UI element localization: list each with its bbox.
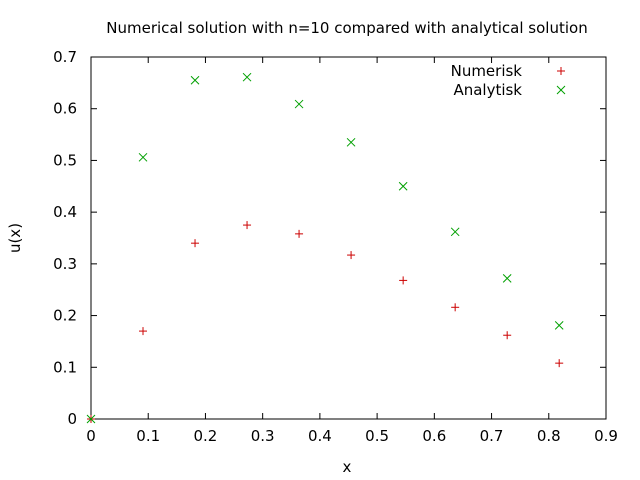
x-tick-label: 0.6 [422,427,446,445]
point-analytisk [502,273,512,283]
x-tick-label: 0.7 [480,427,504,445]
x-tick-label: 0.4 [308,427,332,445]
x-axis-label: x [343,458,352,476]
x-tick-label: 0 [86,427,96,445]
point-analytisk [138,152,148,162]
point-numerisk [555,359,564,368]
y-tick-label: 0.5 [53,151,77,169]
legend-marker [557,67,565,75]
point-numerisk [191,239,200,248]
point-analytisk [242,72,252,82]
data-points [86,72,564,424]
y-tick-label: 0.7 [53,48,77,66]
point-numerisk [139,327,148,336]
x-tick-label: 0.8 [537,427,561,445]
chart-title: Numerical solution with n=10 compared wi… [106,19,587,37]
y-axis: 0 0.1 0.2 0.3 0.4 0.5 0.6 0.7 [53,48,606,428]
point-numerisk [399,276,408,285]
y-tick-label: 0.6 [53,100,77,118]
y-tick-label: 0.2 [53,307,77,325]
x-tick-label: 0.2 [194,427,218,445]
point-analytisk [554,321,564,330]
x-tick-label: 0.1 [136,427,160,445]
point-analytisk [398,181,408,191]
point-numerisk [347,251,356,260]
x-tick-label: 0.3 [251,427,275,445]
plot-frame [90,56,607,420]
y-tick-label: 0 [67,410,77,428]
point-analytisk [86,414,96,424]
legend-marker [556,85,566,95]
legend-label: Analytisk [453,81,522,99]
y-axis-label: u(x) [6,223,24,253]
legend-label: Numerisk [451,62,523,80]
x-tick-label: 0.5 [365,427,389,445]
y-tick-label: 0.1 [53,358,77,376]
point-numerisk [503,331,512,340]
x-tick-label: 0.9 [594,427,618,445]
point-numerisk [243,221,252,230]
point-analytisk [346,137,356,147]
y-tick-label: 0.4 [53,203,77,221]
point-numerisk [451,303,460,312]
point-analytisk [294,99,304,109]
point-analytisk [190,75,200,85]
point-analytisk [450,227,460,237]
y-tick-label: 0.3 [53,255,77,273]
point-numerisk [295,229,304,238]
x-axis: 0 0.1 0.2 0.3 0.4 0.5 0.6 0.7 0.8 0.9 [86,57,618,445]
